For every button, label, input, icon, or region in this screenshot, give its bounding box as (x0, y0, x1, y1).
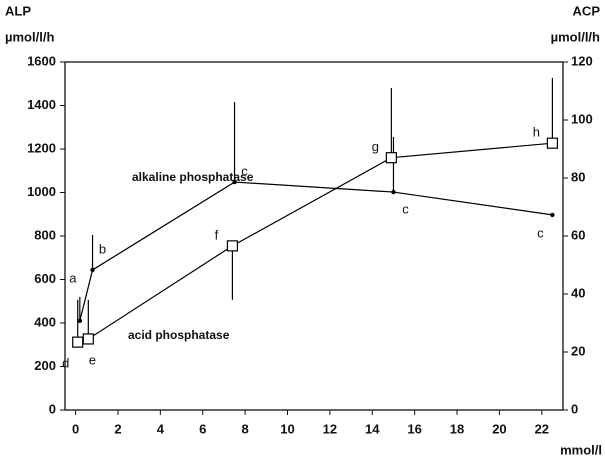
point-label: e (89, 352, 96, 367)
x-tick-label: 12 (323, 421, 337, 436)
x-tick-label: 2 (114, 421, 121, 436)
marker (385, 152, 397, 164)
y2-tick-label: 80 (571, 169, 585, 184)
marker (90, 267, 95, 273)
y2-tick-label: 40 (571, 285, 585, 300)
y2-tick-label: 20 (571, 343, 585, 358)
point-label: g (372, 139, 379, 154)
x-tick-label: 6 (199, 421, 206, 436)
y-axis-label: µmol/l/h (5, 29, 54, 44)
x-tick-label: 16 (407, 421, 421, 436)
marker (391, 189, 396, 195)
x-tick-label: 10 (280, 421, 294, 436)
x-tick-label: 18 (450, 421, 464, 436)
marker (232, 179, 237, 185)
y-tick-label: 1600 (27, 53, 56, 68)
marker (72, 336, 84, 348)
y-tick-label: 400 (34, 314, 56, 329)
x-tick-label: 14 (365, 421, 380, 436)
y2-tick-label: 60 (571, 227, 585, 242)
point-label: b (99, 241, 106, 256)
y2-tick-label: 0 (571, 401, 578, 416)
marker (226, 240, 239, 252)
plot-frame (64, 61, 564, 411)
y2-axis-label: ACP (573, 3, 601, 18)
x-tick-label: 8 (242, 421, 249, 436)
point-label: c (537, 225, 544, 240)
y-axis-label: ALP (5, 3, 31, 18)
marker (82, 333, 94, 345)
y2-tick-label: 100 (571, 111, 593, 126)
y-tick-label: 1200 (27, 140, 56, 155)
x-tick-label: 20 (492, 421, 506, 436)
point-label: d (62, 356, 69, 371)
series-name: alkaline phosphatase (132, 170, 254, 184)
point-label: c (402, 202, 409, 217)
point-label: a (69, 270, 77, 285)
y2-axis-label: µmol/l/h (551, 29, 600, 44)
y-tick-label: 600 (34, 271, 56, 286)
marker (550, 212, 555, 218)
marker (77, 318, 83, 324)
point-label: h (533, 125, 540, 140)
x-tick-label: 0 (72, 421, 79, 436)
x-tick-label: 4 (157, 421, 165, 436)
series-name: acid phosphatase (128, 328, 230, 342)
point-label: f (215, 227, 219, 242)
y2-tick-label: 120 (571, 53, 593, 68)
y-tick-label: 0 (49, 401, 56, 416)
x-axis-label: mmol/l (560, 442, 602, 457)
point-label: c (241, 163, 248, 178)
y-tick-label: 1000 (27, 184, 56, 199)
y-tick-label: 200 (34, 358, 56, 373)
y-tick-label: 1400 (27, 97, 56, 112)
series-line (79, 181, 553, 321)
y-tick-label: 800 (34, 227, 56, 242)
x-tick-label: 22 (535, 421, 549, 436)
marker (546, 137, 559, 149)
